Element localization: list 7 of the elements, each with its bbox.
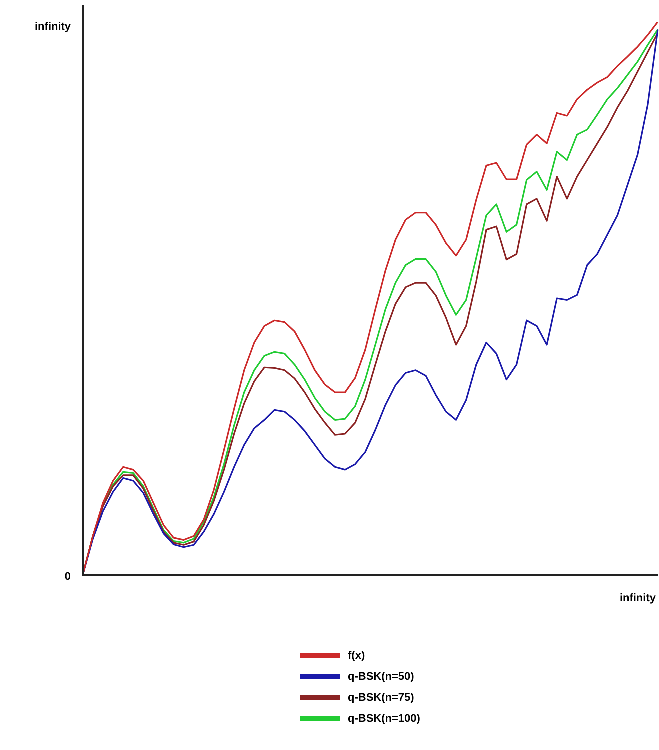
y-axis-title: infinity xyxy=(35,21,72,34)
x-axis-title: infinity xyxy=(620,592,657,605)
legend-label: q-BSK(n=100) xyxy=(348,712,420,724)
text: 0 xyxy=(64,571,71,584)
legend-label: q-BSK(n=50) xyxy=(348,670,414,682)
legend-label: q-BSK(n=75) xyxy=(348,692,414,704)
legend-label: f(x) xyxy=(348,650,366,662)
